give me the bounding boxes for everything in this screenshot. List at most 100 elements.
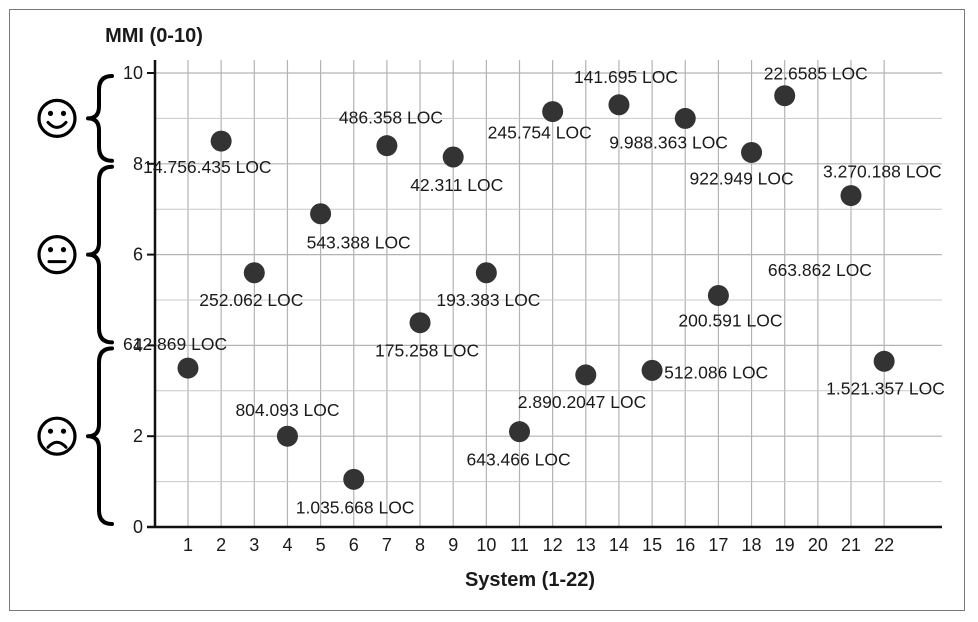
data-point (310, 203, 332, 225)
data-point (475, 262, 497, 284)
data-point (608, 94, 630, 116)
point-label: 1.035.668 LOC (296, 497, 415, 517)
grid (155, 60, 942, 527)
data-point (210, 130, 232, 152)
y-tick-labels: 0 2 4 6 8 10 (123, 63, 143, 537)
data-point (873, 350, 895, 372)
x-tick-label: 18 (742, 535, 762, 555)
point-labels: 612.869 LOC 14.756.435 LOC 252.062 LOC 804.… (123, 64, 945, 518)
data-point (840, 185, 862, 207)
data-point (276, 425, 298, 447)
point-label: 14.756.435 LOC (143, 157, 271, 177)
brace (86, 74, 114, 163)
x-tick-label: 11 (510, 535, 529, 555)
face-eye (60, 247, 67, 253)
y-tick-label: 8 (133, 154, 143, 174)
happy-face-icon (37, 98, 77, 139)
data-point (674, 107, 696, 129)
point-label: 922.949 LOC (690, 168, 794, 188)
y-tick-label: 4 (133, 335, 143, 355)
data-point (707, 284, 729, 306)
x-tick-label: 21 (841, 535, 861, 555)
face-mouth (46, 440, 68, 449)
point-label: 1.521.357 LOC (826, 378, 945, 398)
x-tick-label: 15 (642, 535, 662, 555)
brace (86, 346, 114, 526)
data-point (177, 357, 199, 379)
y-tick-label: 10 (123, 63, 143, 83)
data-point (575, 364, 597, 386)
point-label: 2.890.2047 LOC (518, 392, 646, 412)
chart-frame (9, 9, 965, 611)
point-label: 9.988.363 LOC (609, 132, 728, 152)
sad-face-icon (37, 416, 77, 456)
point-label: 22.6585 LOC (764, 64, 868, 84)
mood-braces (86, 74, 114, 526)
face-outline (37, 416, 77, 456)
point-label: 3.270.188 LOC (823, 162, 942, 182)
x-tick-label: 10 (476, 535, 496, 555)
x-tick-label: 6 (349, 535, 359, 555)
axes (147, 60, 942, 529)
data-point (542, 101, 564, 123)
data-point (409, 312, 431, 334)
face-eye (47, 110, 54, 116)
y-tick-label: 6 (133, 245, 143, 265)
point-label: 245.754 LOC (488, 123, 592, 143)
mood-faces (37, 98, 77, 456)
x-tick-label: 22 (874, 535, 894, 555)
data-point (343, 468, 365, 490)
x-tick-label: 20 (808, 535, 828, 555)
point-label: 804.093 LOC (235, 400, 339, 420)
x-tick-label: 13 (576, 535, 596, 555)
data-point (376, 135, 398, 157)
x-tick-label: 8 (415, 535, 425, 555)
point-label: 663.862 LOC (768, 260, 872, 280)
x-tick-label: 12 (543, 535, 563, 555)
face-eye (60, 428, 67, 434)
data-point (442, 146, 464, 168)
face-eye (47, 247, 54, 253)
x-tick-label: 9 (448, 535, 458, 555)
face-outline (37, 235, 77, 275)
x-axis-title: System (1-22) (465, 569, 595, 591)
point-label: 193.383 LOC (436, 290, 540, 310)
neutral-face-icon (37, 235, 77, 275)
data-point (509, 421, 530, 443)
brace (86, 164, 114, 345)
x-tick-label: 17 (708, 535, 728, 555)
face-eye (47, 428, 54, 434)
x-tick-label: 2 (216, 535, 226, 555)
x-tick-label: 7 (382, 535, 392, 555)
point-label: 141.695 LOC (574, 67, 678, 87)
point-label: 512.086 LOC (664, 362, 768, 382)
face-outline (37, 98, 77, 139)
x-tick-label: 14 (609, 535, 629, 555)
point-label: 486.358 LOC (339, 108, 443, 128)
x-tick-label: 5 (316, 535, 326, 555)
data-point (641, 359, 663, 381)
y-axis-title: MMI (0-10) (105, 25, 203, 47)
data-point (243, 262, 265, 284)
x-tick-labels: 1 2 3 4 5 6 7 8 9 10 11 12 13 14 15 16 17 18 19 20 21 22 (183, 535, 894, 555)
point-label: 543.388 LOC (307, 233, 411, 253)
point-label: 252.062 LOC (199, 290, 303, 310)
face-eye (60, 110, 67, 116)
face-mouth (46, 120, 68, 129)
point-label: 175.258 LOC (375, 341, 479, 361)
x-tick-label: 3 (249, 535, 259, 555)
data-point (741, 141, 763, 163)
x-tick-label: 4 (282, 535, 292, 555)
point-label: 643.466 LOC (467, 450, 571, 470)
y-tick-label: 0 (133, 517, 143, 537)
data-point (774, 85, 796, 107)
point-label: 200.591 LOC (678, 310, 782, 330)
point-label: 612.869 LOC (123, 334, 227, 354)
x-tick-label: 16 (675, 535, 695, 555)
point-label: 42.311 LOC (410, 175, 503, 195)
data-points (177, 85, 895, 490)
x-tick-label: 19 (775, 535, 795, 555)
y-tick-label: 2 (133, 426, 143, 446)
x-tick-label: 1 (183, 535, 193, 555)
